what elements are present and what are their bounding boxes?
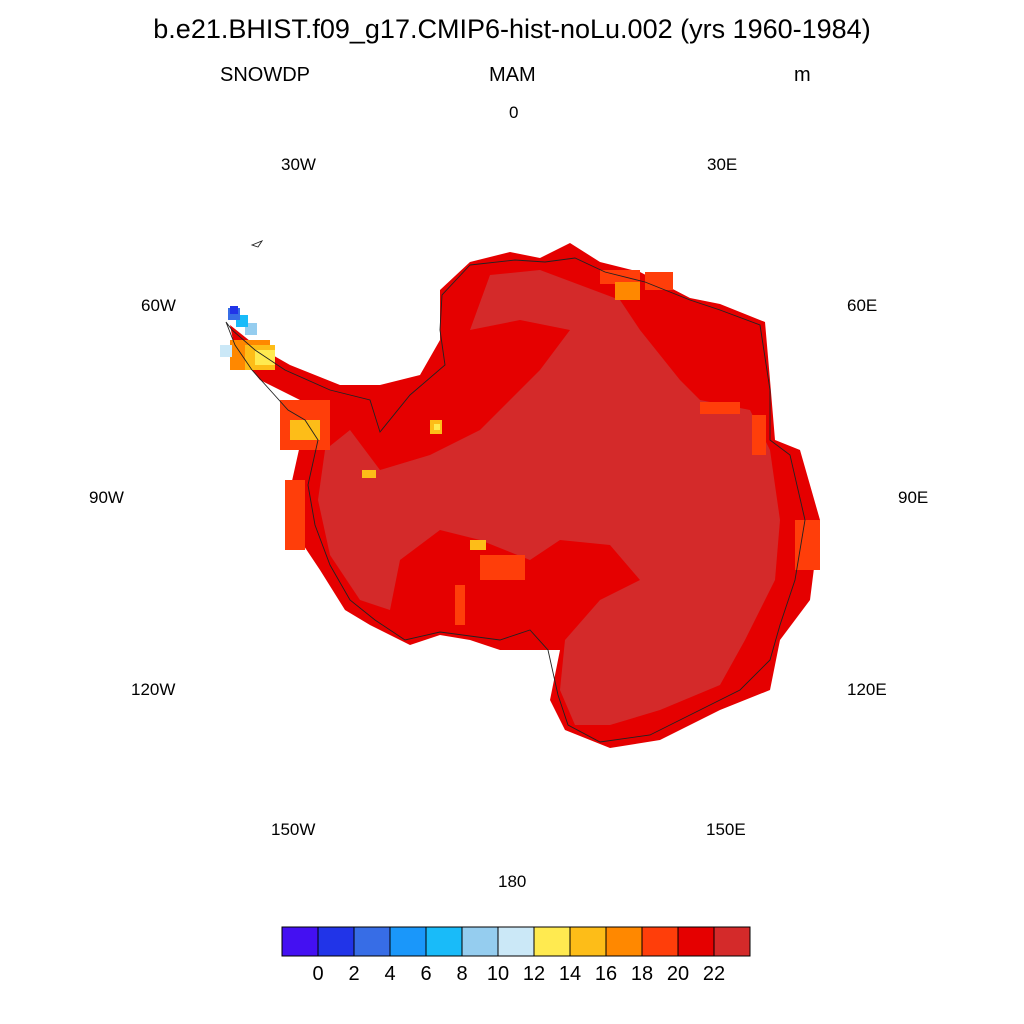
colorbar-swatch: [641, 926, 679, 957]
lon-label-90w: 90W: [89, 488, 124, 507]
colorbar-swatch: [353, 926, 391, 957]
colorbar-swatch: [461, 926, 499, 957]
units-label: m: [794, 64, 811, 86]
lon-label-60e: 60E: [847, 296, 878, 315]
colorbar-label: 18: [631, 963, 653, 985]
colorbar-label: 2: [348, 963, 359, 985]
warm-patches: [230, 282, 640, 550]
lon-label-60w: 60W: [141, 296, 176, 315]
lon-label-150w: 150W: [271, 820, 316, 839]
peninsula-tip: [220, 306, 257, 357]
colorbar-label: 10: [487, 963, 509, 985]
colorbar-label: 16: [595, 963, 617, 985]
map-title: b.e21.BHIST.f09_g17.CMIP6-hist-noLu.002 …: [153, 14, 871, 44]
colorbar-swatch: [569, 926, 607, 957]
colorbar-swatch: [389, 926, 427, 957]
lon-label-90e: 90E: [898, 488, 929, 507]
lon-label-150e: 150E: [706, 820, 746, 839]
colorbar-swatch: [317, 926, 355, 957]
lon-label-30e: 30E: [707, 155, 738, 174]
colorbar-label: 14: [559, 963, 581, 985]
interior-plateau: [318, 270, 780, 725]
colorbar-swatch: [605, 926, 643, 957]
lon-label-180: 180: [498, 872, 527, 891]
lon-label-120w: 120W: [131, 680, 176, 699]
colorbar-swatch: [425, 926, 463, 957]
colorbar-label: 22: [703, 963, 725, 985]
colorbar-swatch: [497, 926, 535, 957]
lon-label-120e: 120E: [847, 680, 887, 699]
colorbar-label: 8: [456, 963, 467, 985]
colorbar-swatch: [677, 926, 715, 957]
colorbar-swatch: [713, 926, 751, 957]
coastline: [225, 257, 806, 743]
colorbar-label: 4: [384, 963, 395, 985]
colorbar-label: 6: [420, 963, 431, 985]
lon-label-30w: 30W: [281, 155, 316, 174]
colorbar-swatch: [533, 926, 571, 957]
edge-bands: [280, 270, 820, 625]
island-outline: [250, 240, 264, 248]
variable-label: SNOWDP: [220, 64, 310, 86]
colorbar-swatch: [281, 926, 319, 957]
colorbar-label: 0: [312, 963, 323, 985]
colorbar-label: 20: [667, 963, 689, 985]
season-label: MAM: [489, 64, 536, 86]
lon-label-0: 0: [509, 103, 519, 122]
colorbar-label: 12: [523, 963, 545, 985]
